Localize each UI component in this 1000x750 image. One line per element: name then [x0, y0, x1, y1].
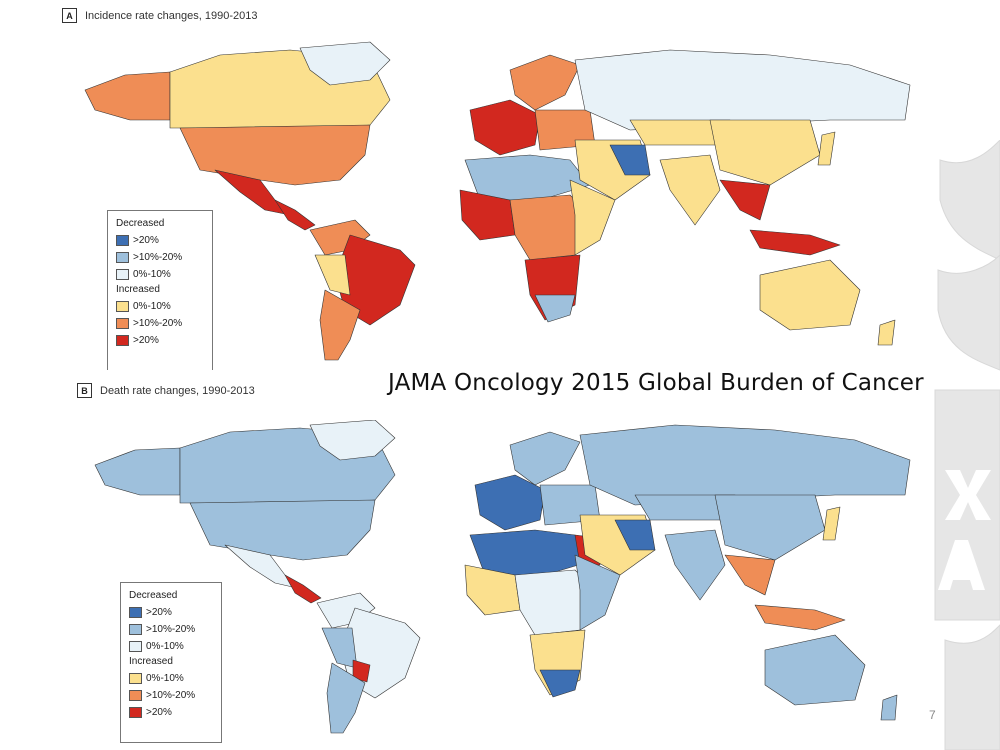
region-peru-bolivia	[321, 627, 358, 669]
region-india	[664, 529, 726, 601]
region-china	[709, 119, 821, 186]
region-iran	[614, 519, 656, 551]
legend-swatch	[129, 672, 142, 684]
legend-item: >20%	[116, 333, 204, 347]
legend-label: >10%-20%	[146, 623, 196, 635]
region-west-africa	[464, 564, 521, 616]
region-west-africa	[459, 189, 516, 241]
region-indonesia	[754, 604, 846, 631]
legend-swatch	[116, 234, 129, 246]
page-number: 7	[929, 708, 936, 722]
legend-label: >10%-20%	[133, 317, 183, 329]
region-southeast-asia	[719, 179, 771, 221]
region-russia	[574, 49, 911, 131]
slide-caption: JAMA Oncology 2015 Global Burden of Canc…	[388, 370, 924, 396]
legend-item: >10%-20%	[129, 688, 213, 702]
region-north-africa	[464, 154, 591, 201]
decorative-ornament	[934, 140, 1000, 750]
legend-item: 0%-10%	[116, 299, 204, 313]
region-central-america	[274, 199, 316, 231]
legend-item: >10%-20%	[129, 622, 213, 636]
region-argentina-chile	[319, 289, 361, 361]
legend-label: >20%	[133, 334, 159, 346]
region-japan	[817, 131, 836, 166]
panel-b-heading: B Death rate changes, 1990-2013	[77, 383, 255, 398]
region-australia	[759, 259, 861, 331]
panel-b-letter: B	[77, 383, 92, 398]
death-rate-map	[94, 420, 911, 734]
region-argentina-chile	[326, 662, 366, 734]
legend-item: 0%-10%	[116, 267, 204, 281]
legend-label: >20%	[133, 234, 159, 246]
region-iran	[609, 144, 651, 176]
panel-a-title: Incidence rate changes, 1990-2013	[85, 9, 258, 22]
legend-swatch	[116, 334, 129, 346]
region-usa	[189, 499, 376, 561]
legend-swatch	[116, 300, 129, 312]
legend-swatch	[129, 623, 142, 635]
legend-item: >20%	[129, 705, 213, 719]
region-central-america	[284, 574, 322, 604]
panel-a-heading: A Incidence rate changes, 1990-2013	[62, 8, 257, 23]
incidence-legend: Decreased >20% >10%-20% 0%-10% Increased…	[107, 210, 213, 370]
legend-swatch	[129, 689, 142, 701]
legend-swatch	[129, 606, 142, 618]
death-rate-legend: Decreased >20% >10%-20% 0%-10% Increased…	[120, 582, 222, 743]
legend-label: 0%-10%	[146, 672, 184, 684]
panel-a-letter: A	[62, 8, 77, 23]
legend-label: 0%-10%	[133, 268, 171, 280]
legend-swatch	[116, 251, 129, 263]
region-russia	[579, 424, 911, 506]
region-india	[659, 154, 721, 226]
legend-decreased-heading: Decreased	[116, 218, 165, 229]
region-greenland	[309, 420, 396, 461]
region-east-africa	[569, 179, 616, 256]
legend-increased-heading: Increased	[116, 284, 160, 295]
legend-item: >10%-20%	[116, 316, 204, 330]
region-peru-bolivia	[314, 254, 351, 296]
legend-label: >20%	[146, 706, 172, 718]
legend-label: >20%	[146, 606, 172, 618]
legend-item: >20%	[129, 605, 213, 619]
region-south-africa	[534, 294, 576, 323]
region-australia	[764, 634, 866, 706]
legend-label: 0%-10%	[146, 640, 184, 652]
incidence-map	[84, 41, 911, 361]
panel-b-title: Death rate changes, 1990-2013	[100, 384, 255, 397]
legend-item: 0%-10%	[129, 639, 213, 653]
region-scandinavia	[509, 431, 581, 486]
region-south-africa	[539, 669, 581, 698]
legend-swatch	[116, 268, 129, 280]
legend-increased-heading: Increased	[129, 656, 173, 667]
legend-item: >20%	[116, 233, 204, 247]
legend-swatch	[116, 317, 129, 329]
region-japan	[822, 506, 841, 541]
legend-swatch	[129, 640, 142, 652]
legend-label: >10%-20%	[133, 251, 183, 263]
region-western-europe	[469, 99, 541, 156]
legend-decreased-heading: Decreased	[129, 590, 178, 601]
region-scandinavia	[509, 54, 581, 111]
legend-swatch	[129, 706, 142, 718]
region-alaska	[94, 447, 181, 496]
region-alaska	[84, 71, 171, 121]
region-east-africa	[574, 554, 621, 631]
region-greenland	[299, 41, 391, 86]
legend-item: 0%-10%	[129, 671, 213, 685]
region-new-zealand	[877, 319, 896, 346]
region-china	[714, 494, 826, 561]
legend-label: >10%-20%	[146, 689, 196, 701]
region-indonesia	[749, 229, 841, 256]
region-usa	[179, 124, 371, 186]
region-new-zealand	[880, 694, 898, 721]
region-southeast-asia	[724, 554, 776, 596]
region-paraguay	[352, 659, 371, 683]
legend-item: >10%-20%	[116, 250, 204, 264]
region-western-europe	[474, 474, 546, 531]
legend-label: 0%-10%	[133, 300, 171, 312]
